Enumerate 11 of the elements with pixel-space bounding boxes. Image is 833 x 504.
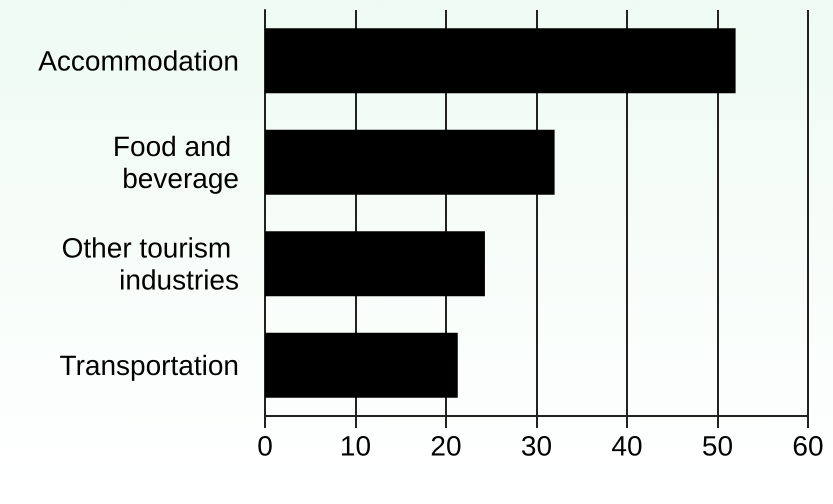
y-tick-label: Accommodation	[38, 45, 239, 76]
x-tick-label: 20	[430, 430, 462, 462]
x-tick-label: 0	[257, 430, 273, 462]
x-tick-label: 40	[611, 430, 643, 462]
x-tick-label: 30	[520, 430, 552, 462]
x-tick-label: 60	[792, 430, 824, 462]
y-tick-label: Other tourism industries	[62, 232, 239, 296]
x-tick-label: 10	[340, 430, 372, 462]
y-tick-label: Transportation	[60, 350, 239, 381]
x-tick-label: 50	[702, 430, 734, 462]
y-tick-label: Food and beverage	[112, 130, 239, 194]
